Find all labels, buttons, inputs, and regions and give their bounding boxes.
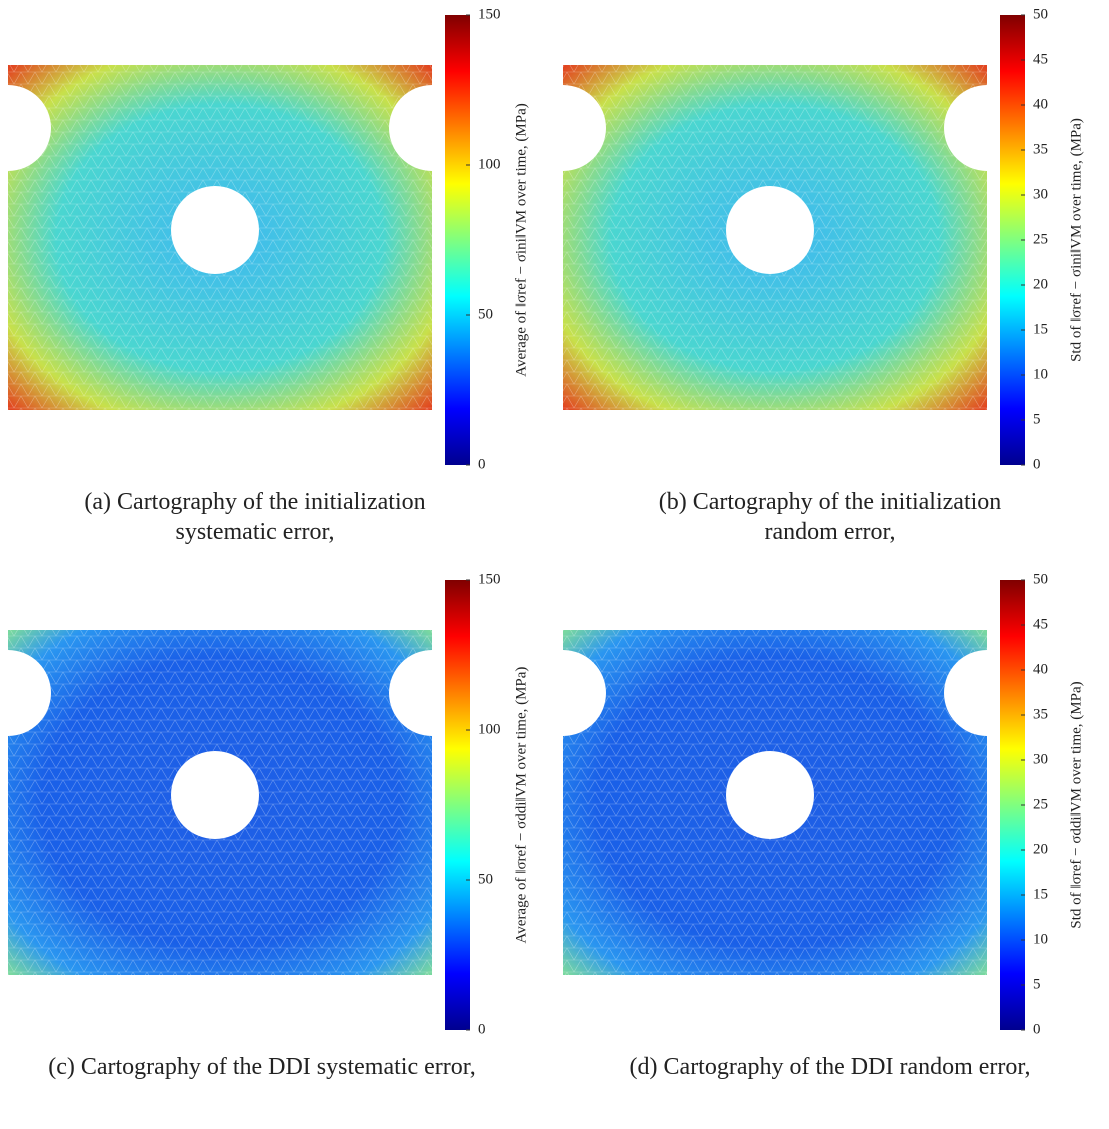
colorbar-tick-label: 15 [1033,886,1048,902]
colorbar-tick-label: 5 [1033,976,1041,992]
colorbar [445,580,470,1030]
caption: (b) Cartography of the initialization ra… [658,489,1002,545]
colorbar-tick-label: 35 [1033,706,1048,722]
colorbar-tick-label: 0 [1033,1021,1041,1037]
colorbar-tick-label: 50 [478,306,493,322]
colorbar-tick-label: 10 [1033,366,1048,382]
colorbar-tick-label: 100 [478,156,501,172]
colorbar-tick-label: 25 [1033,796,1048,812]
colorbar-tick-label: 0 [478,456,486,472]
colorbar-tick-label: 30 [1033,751,1048,767]
colorbar-tick-label: 50 [1033,571,1048,587]
colorbar-tick-label: 5 [1033,411,1041,427]
caption: (d) Cartography of the DDI random error, [629,1054,1031,1080]
mesh-overlay [8,630,432,975]
colorbar-tick-label: 20 [1033,276,1048,292]
colorbar-tick-label: 50 [1033,6,1048,22]
caption: (a) Cartography of the initialization sy… [84,489,426,545]
mesh-overlay [563,65,987,410]
mesh-overlay [563,630,987,975]
colorbar-tick-label: 150 [478,571,501,587]
colorbar [445,15,470,465]
colorbar-tick-label: 15 [1033,321,1048,337]
colorbar [1000,580,1025,1030]
colorbar-tick-label: 20 [1033,841,1048,857]
caption: (c) Cartography of the DDI systematic er… [48,1054,476,1080]
colorbar-tick-label: 45 [1033,51,1048,67]
colorbar-tick-label: 0 [478,1021,486,1037]
colorbar-tick-label: 40 [1033,96,1048,112]
colorbar-tick-label: 35 [1033,141,1048,157]
colorbar-tick-label: 40 [1033,661,1048,677]
colorbar-tick-label: 45 [1033,616,1048,632]
colorbar-tick-label: 30 [1033,186,1048,202]
colorbar-label: Average of ‖σref − σddi‖VM over time, (M… [513,667,529,944]
colorbar-tick-label: 10 [1033,931,1048,947]
colorbar-tick-label: 0 [1033,456,1041,472]
colorbar-tick-label: 50 [478,871,493,887]
colorbar-tick-label: 150 [478,6,501,22]
colorbar-label: Std of ‖σref − σddi‖VM over time, (MPa) [1068,681,1084,928]
colorbar-tick-label: 25 [1033,231,1048,247]
mesh-overlay [8,65,432,410]
colorbar [1000,15,1025,465]
colorbar-label: Average of ‖σref − σini‖VM over time, (M… [513,103,529,377]
colorbar-label: Std of ‖σref − σini‖VM over time, (MPa) [1068,118,1084,362]
colorbar-tick-label: 100 [478,721,501,737]
